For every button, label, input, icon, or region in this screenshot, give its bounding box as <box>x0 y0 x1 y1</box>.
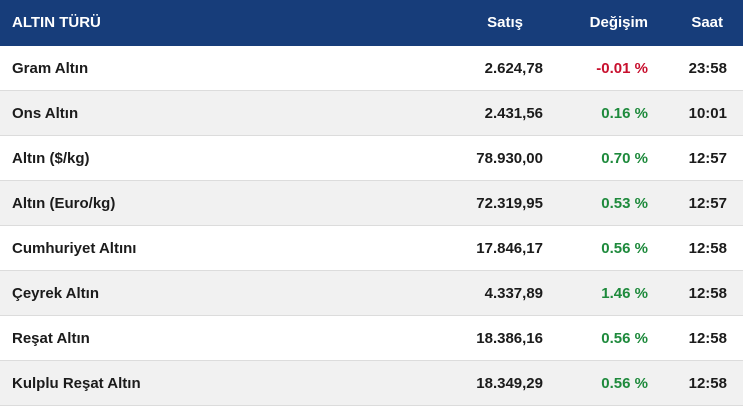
gold-name: Kulplu Reşat Altın <box>12 375 141 392</box>
change: -0.01 % <box>596 60 648 77</box>
table-row: Gram Altın 2.624,78 -0.01 % 23:58 <box>0 46 743 91</box>
change: 0.56 % <box>601 375 648 392</box>
table-row: Altın ($/kg) 78.930,00 0.70 % 12:57 <box>0 136 743 181</box>
gold-name: Çeyrek Altın <box>12 285 99 302</box>
table-header: ALTIN TÜRÜ Satış Değişim Saat <box>0 0 743 46</box>
change: 0.53 % <box>601 195 648 212</box>
time: 12:58 <box>688 330 727 347</box>
change: 0.70 % <box>601 150 648 167</box>
header-cell: Saat <box>691 14 723 31</box>
price: 72.319,95 <box>476 195 543 212</box>
gold-name: Cumhuriyet Altını <box>12 240 137 257</box>
gold-name: Altın ($/kg) <box>12 150 90 167</box>
header-cell: Satış <box>487 14 523 31</box>
table-row: Çeyrek Altın 4.337,89 1.46 % 12:58 <box>0 271 743 316</box>
time: 23:58 <box>688 60 727 77</box>
table-row: Ons Altın 2.431,56 0.16 % 10:01 <box>0 91 743 136</box>
price: 17.846,17 <box>476 240 543 257</box>
time: 12:57 <box>688 150 727 167</box>
table-row: Altın (Euro/kg) 72.319,95 0.53 % 12:57 <box>0 181 743 226</box>
table-row: Cumhuriyet Altını 17.846,17 0.56 % 12:58 <box>0 226 743 271</box>
time: 12:58 <box>688 240 727 257</box>
time: 12:58 <box>688 375 727 392</box>
change: 0.56 % <box>601 330 648 347</box>
price: 18.386,16 <box>476 330 543 347</box>
time: 12:58 <box>688 285 727 302</box>
gold-name: Gram Altın <box>12 60 89 77</box>
change: 0.56 % <box>601 240 648 257</box>
table-row: Reşat Altın 18.386,16 0.56 % 12:58 <box>0 316 743 361</box>
gold-name: Ons Altın <box>12 105 79 122</box>
time: 12:57 <box>688 195 727 212</box>
price: 2.624,78 <box>484 60 543 77</box>
table-row: Kulplu Reşat Altın 18.349,29 0.56 % 12:58 <box>0 361 743 406</box>
gold-name: Altın (Euro/kg) <box>12 195 116 212</box>
change: 0.16 % <box>601 105 648 122</box>
price: 18.349,29 <box>476 375 543 392</box>
change: 1.46 % <box>601 285 648 302</box>
price: 2.431,56 <box>484 105 543 122</box>
price: 4.337,89 <box>484 285 543 302</box>
price: 78.930,00 <box>476 150 543 167</box>
header-cell: Değişim <box>589 14 648 31</box>
time: 10:01 <box>688 105 727 122</box>
header-cell: ALTIN TÜRÜ <box>12 14 101 31</box>
gold-name: Reşat Altın <box>12 330 90 347</box>
